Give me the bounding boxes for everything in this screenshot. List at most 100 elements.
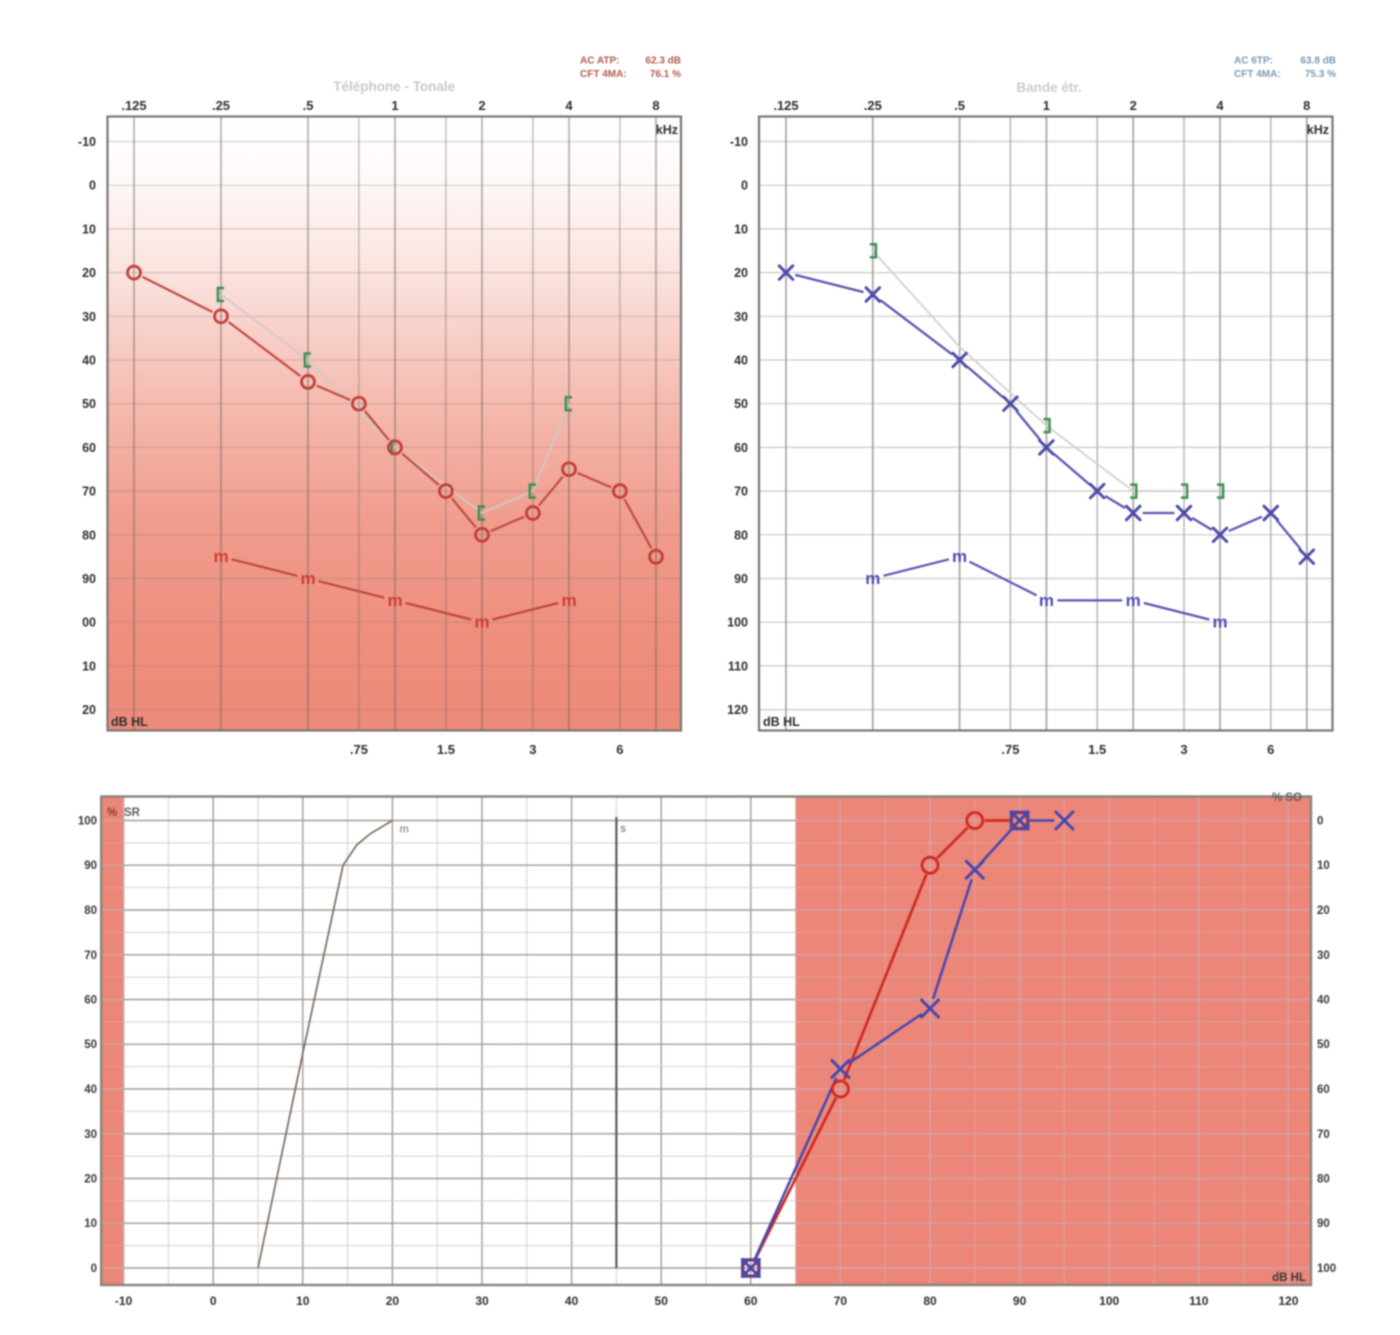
svg-text:90: 90 [734,572,748,586]
svg-text:70: 70 [82,485,96,499]
svg-text:30: 30 [84,1129,97,1141]
svg-text:63.8 dB: 63.8 dB [1300,56,1336,67]
svg-text:3: 3 [1180,742,1187,757]
svg-text:10: 10 [84,1218,97,1230]
svg-text:50: 50 [82,397,96,411]
svg-text:.5: .5 [954,98,965,113]
svg-text:8: 8 [1303,98,1310,113]
svg-text:70: 70 [734,485,748,499]
svg-text:90: 90 [82,572,96,586]
svg-text:.25: .25 [212,98,230,113]
svg-text:60: 60 [1317,1084,1330,1096]
svg-text:dB HL: dB HL [111,715,148,729]
svg-text:70: 70 [84,950,97,962]
svg-text:m: m [1039,591,1054,610]
svg-text:80: 80 [84,905,97,917]
svg-text:76.1 %: 76.1 % [650,69,681,80]
svg-text:40: 40 [734,354,748,368]
svg-text:0: 0 [91,1263,97,1275]
svg-text:m: m [952,547,967,566]
svg-text:20: 20 [386,1294,400,1308]
svg-text:120: 120 [1278,1294,1298,1308]
svg-text:10: 10 [82,222,96,236]
svg-text:.75: .75 [1001,742,1019,757]
svg-text:50: 50 [734,397,748,411]
svg-text:kHz: kHz [1307,123,1329,137]
svg-text:AC ATP:: AC ATP: [580,56,619,67]
svg-text:%: % [107,807,117,819]
svg-text:4: 4 [1216,98,1224,113]
svg-text:CFT 4MA:: CFT 4MA: [1234,69,1281,80]
svg-text:SR: SR [124,807,141,819]
svg-text:40: 40 [84,1084,97,1096]
svg-text:30: 30 [82,310,96,324]
svg-text:30: 30 [1317,950,1330,962]
svg-text:% SO: % SO [1272,792,1302,804]
svg-text:s: s [620,823,626,835]
svg-text:1.5: 1.5 [1088,742,1106,757]
svg-text:m: m [474,613,489,632]
svg-text:75.3 %: 75.3 % [1305,69,1336,80]
svg-text:60: 60 [734,441,748,455]
svg-text:50: 50 [84,1039,97,1051]
svg-text:100: 100 [1099,1294,1119,1308]
svg-text:50: 50 [1317,1039,1330,1051]
svg-text:.125: .125 [773,98,798,113]
svg-text:kHz: kHz [656,123,678,137]
svg-text:0: 0 [741,179,748,193]
svg-text:8: 8 [652,98,659,113]
svg-text:0: 0 [210,1294,217,1308]
svg-text:10: 10 [296,1294,310,1308]
svg-text:.5: .5 [303,98,314,113]
svg-text:60: 60 [744,1294,758,1308]
svg-text:m: m [561,591,576,610]
svg-text:1: 1 [1043,98,1050,113]
svg-text:20: 20 [734,266,748,280]
svg-text:AC 6TP:: AC 6TP: [1234,56,1273,67]
svg-text:-10: -10 [115,1294,133,1308]
svg-text:20: 20 [82,703,96,717]
svg-text:6: 6 [616,742,623,757]
svg-text:m: m [387,591,402,610]
svg-text:80: 80 [82,528,96,542]
svg-text:20: 20 [1317,905,1330,917]
svg-text:110: 110 [728,659,748,673]
svg-text:CFT 4MA:: CFT 4MA: [580,69,627,80]
svg-text:.125: .125 [121,98,146,113]
svg-text:40: 40 [82,354,96,368]
svg-text:m: m [1126,591,1141,610]
svg-text:m: m [300,569,315,588]
svg-text:110: 110 [1189,1294,1209,1308]
svg-text:00: 00 [82,616,96,630]
svg-text:dB HL: dB HL [763,715,800,729]
svg-text:m: m [400,824,409,836]
svg-text:6: 6 [1267,742,1274,757]
svg-text:100: 100 [1317,1263,1336,1275]
svg-text:3: 3 [529,742,536,757]
svg-text:90: 90 [1013,1294,1027,1308]
svg-text:dB HL: dB HL [1272,1272,1306,1284]
svg-text:90: 90 [84,860,97,872]
svg-text:2: 2 [1130,98,1137,113]
svg-text:30: 30 [475,1294,489,1308]
svg-text:90: 90 [1317,1218,1330,1230]
svg-text:.75: .75 [350,742,368,757]
svg-text:.25: .25 [864,98,882,113]
svg-text:m: m [213,547,228,566]
svg-text:m: m [1212,613,1227,632]
svg-text:10: 10 [82,659,96,673]
svg-text:Bande étr.: Bande étr. [1016,80,1081,95]
svg-text:2: 2 [478,98,485,113]
svg-text:0: 0 [1317,816,1323,828]
svg-text:-10: -10 [730,135,748,149]
svg-text:100: 100 [78,816,97,828]
svg-text:70: 70 [1317,1129,1330,1141]
svg-text:-10: -10 [78,135,96,149]
svg-text:4: 4 [565,98,573,113]
svg-text:1.5: 1.5 [437,742,455,757]
svg-text:m: m [865,569,880,588]
svg-text:10: 10 [1317,860,1330,872]
svg-text:70: 70 [834,1294,848,1308]
svg-text:10: 10 [734,222,748,236]
svg-text:80: 80 [1317,1174,1330,1186]
